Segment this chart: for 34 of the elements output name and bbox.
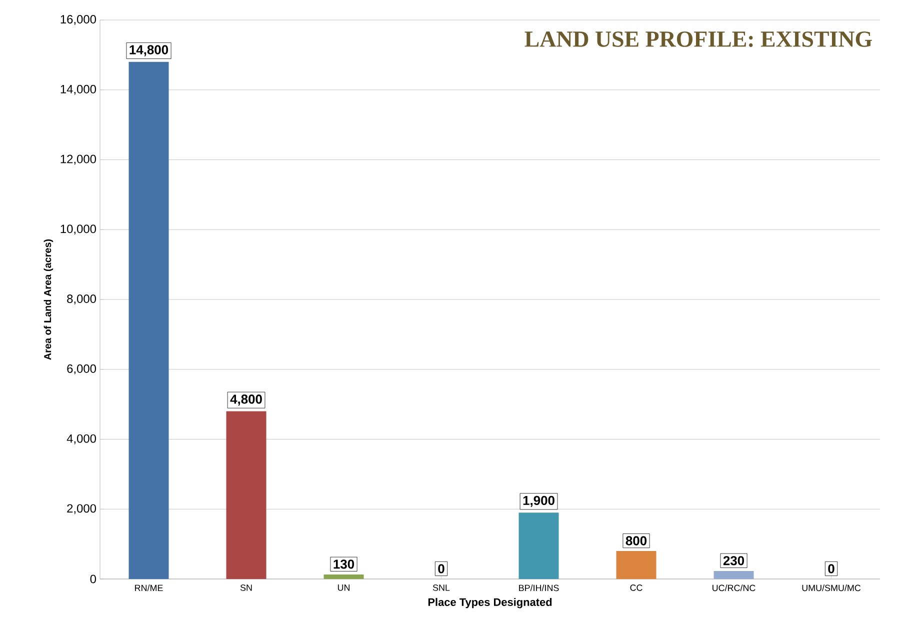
x-tick-label: UN [338,584,350,591]
data-label: 14,800 [130,45,168,56]
y-tick-label: 16,000 [60,15,96,25]
bar [616,551,656,579]
bar [518,512,559,579]
y-tick-label: 0 [90,574,96,584]
bar [714,570,754,579]
x-tick-label: SNL [432,584,450,591]
y-axis-title: Area of Land Area (acres) [44,239,54,360]
x-tick-label: RN/ME [135,584,163,592]
data-label: 4,800 [230,394,262,406]
x-tick-label: CC [630,584,642,591]
x-axis-title: Place Types Designated [428,598,552,608]
data-label: 800 [626,536,647,546]
y-tick-label: 2,000 [67,504,96,514]
bar [324,574,364,579]
y-tick-label: 12,000 [60,154,96,165]
bar [128,62,169,579]
y-tick-label: 4,000 [66,434,96,444]
x-tick-label: UMU/SMU/MC [802,584,861,592]
x-tick-label: SN [240,584,252,591]
y-tick-label: 10,000 [60,224,96,235]
y-tick-label: 14,000 [60,84,96,95]
data-label: 230 [723,556,744,566]
data-label: 1,900 [523,496,554,507]
x-tick-label: BP/IH/INS [519,584,559,592]
y-tick-label: 8,000 [67,294,96,304]
data-label: 130 [334,560,354,569]
bar [226,411,266,579]
x-tick-label: UC/RC/NC [712,584,756,592]
y-tick-label: 6,000 [67,364,96,374]
chart-title: LAND USE PROFILE: EXISTING [524,32,872,48]
data-label: 0 [438,564,444,574]
data-label: 0 [828,564,834,574]
